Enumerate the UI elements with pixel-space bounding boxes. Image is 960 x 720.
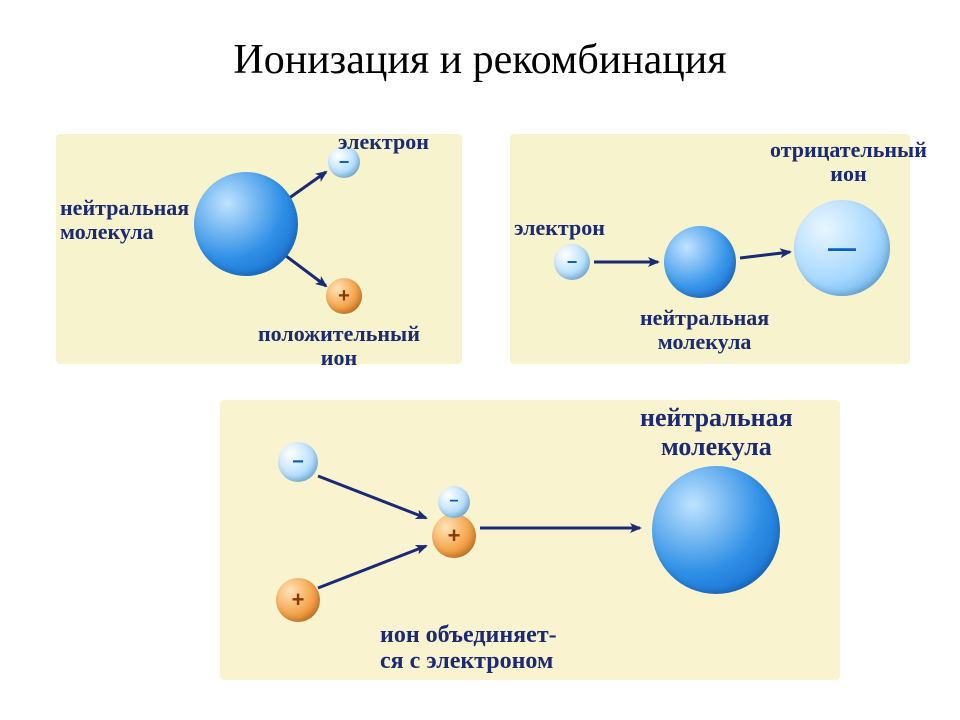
sphere-p1_big (194, 172, 298, 276)
sign-p3_e_top: − (278, 442, 318, 482)
sign-p1_p: + (326, 278, 362, 314)
label-p2_neutral: нейтральная молекула (640, 306, 769, 354)
label-p2_electron: электрон (514, 216, 605, 240)
sign-p2_neg: — (794, 200, 890, 296)
sign-p3_pair_p: + (432, 514, 476, 558)
label-p1_neutral: нейтральная молекула (60, 196, 189, 244)
sphere-p2_mid (664, 226, 736, 298)
label-p3_ion: ион объединяет- ся с электроном (380, 622, 557, 675)
page-title: Ионизация и рекомбинация (0, 36, 960, 84)
sphere-p3_big (652, 466, 780, 594)
sign-p2_e: − (554, 244, 590, 280)
label-p3_neutral: нейтральная молекула (640, 404, 793, 461)
label-p1_posion: положительный ион (258, 322, 420, 370)
sign-p3_p_bot: + (276, 578, 320, 622)
diagram-stage: Ионизация и рекомбинация −+−—−++−нейтрал… (0, 0, 960, 720)
label-p1_electron: электрон (338, 130, 429, 154)
sign-p3_pair_e: − (438, 486, 470, 518)
label-p2_negion: отрицательный ион (770, 138, 927, 186)
